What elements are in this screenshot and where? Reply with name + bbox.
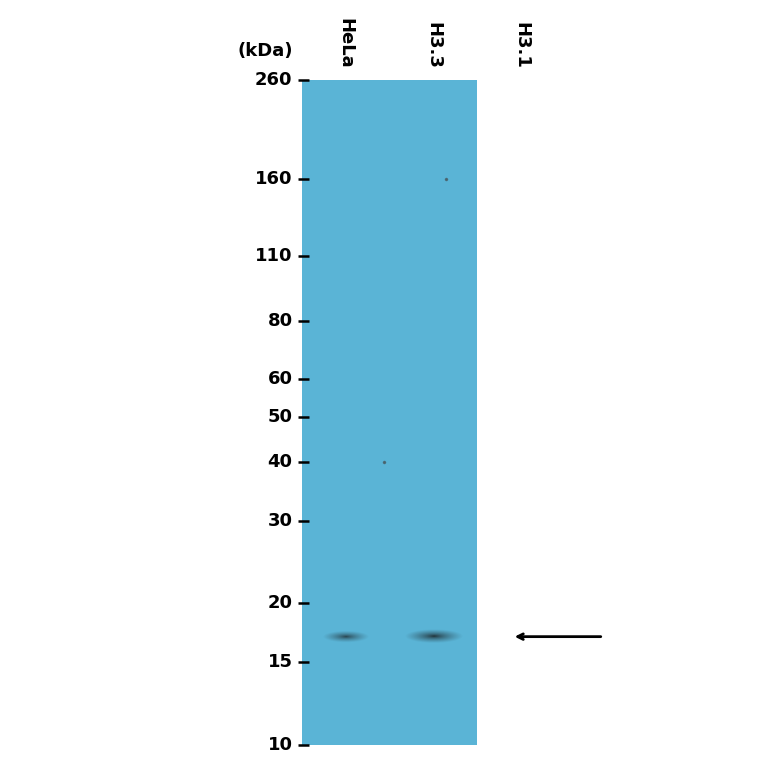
Text: 160: 160 bbox=[255, 170, 293, 188]
Text: H3.1: H3.1 bbox=[513, 22, 530, 69]
Text: 30: 30 bbox=[267, 512, 293, 529]
Text: 40: 40 bbox=[267, 453, 293, 471]
Text: 260: 260 bbox=[255, 71, 293, 89]
Text: (kDa): (kDa) bbox=[237, 42, 293, 60]
Text: H3.3: H3.3 bbox=[425, 22, 442, 69]
Text: 110: 110 bbox=[255, 247, 293, 264]
Bar bbox=[302, 80, 478, 745]
Text: 10: 10 bbox=[267, 736, 293, 754]
Text: 80: 80 bbox=[267, 312, 293, 330]
Text: HeLa: HeLa bbox=[337, 18, 354, 69]
Text: 20: 20 bbox=[267, 594, 293, 613]
Text: 50: 50 bbox=[267, 407, 293, 426]
Text: 15: 15 bbox=[267, 653, 293, 672]
Text: 60: 60 bbox=[267, 371, 293, 388]
